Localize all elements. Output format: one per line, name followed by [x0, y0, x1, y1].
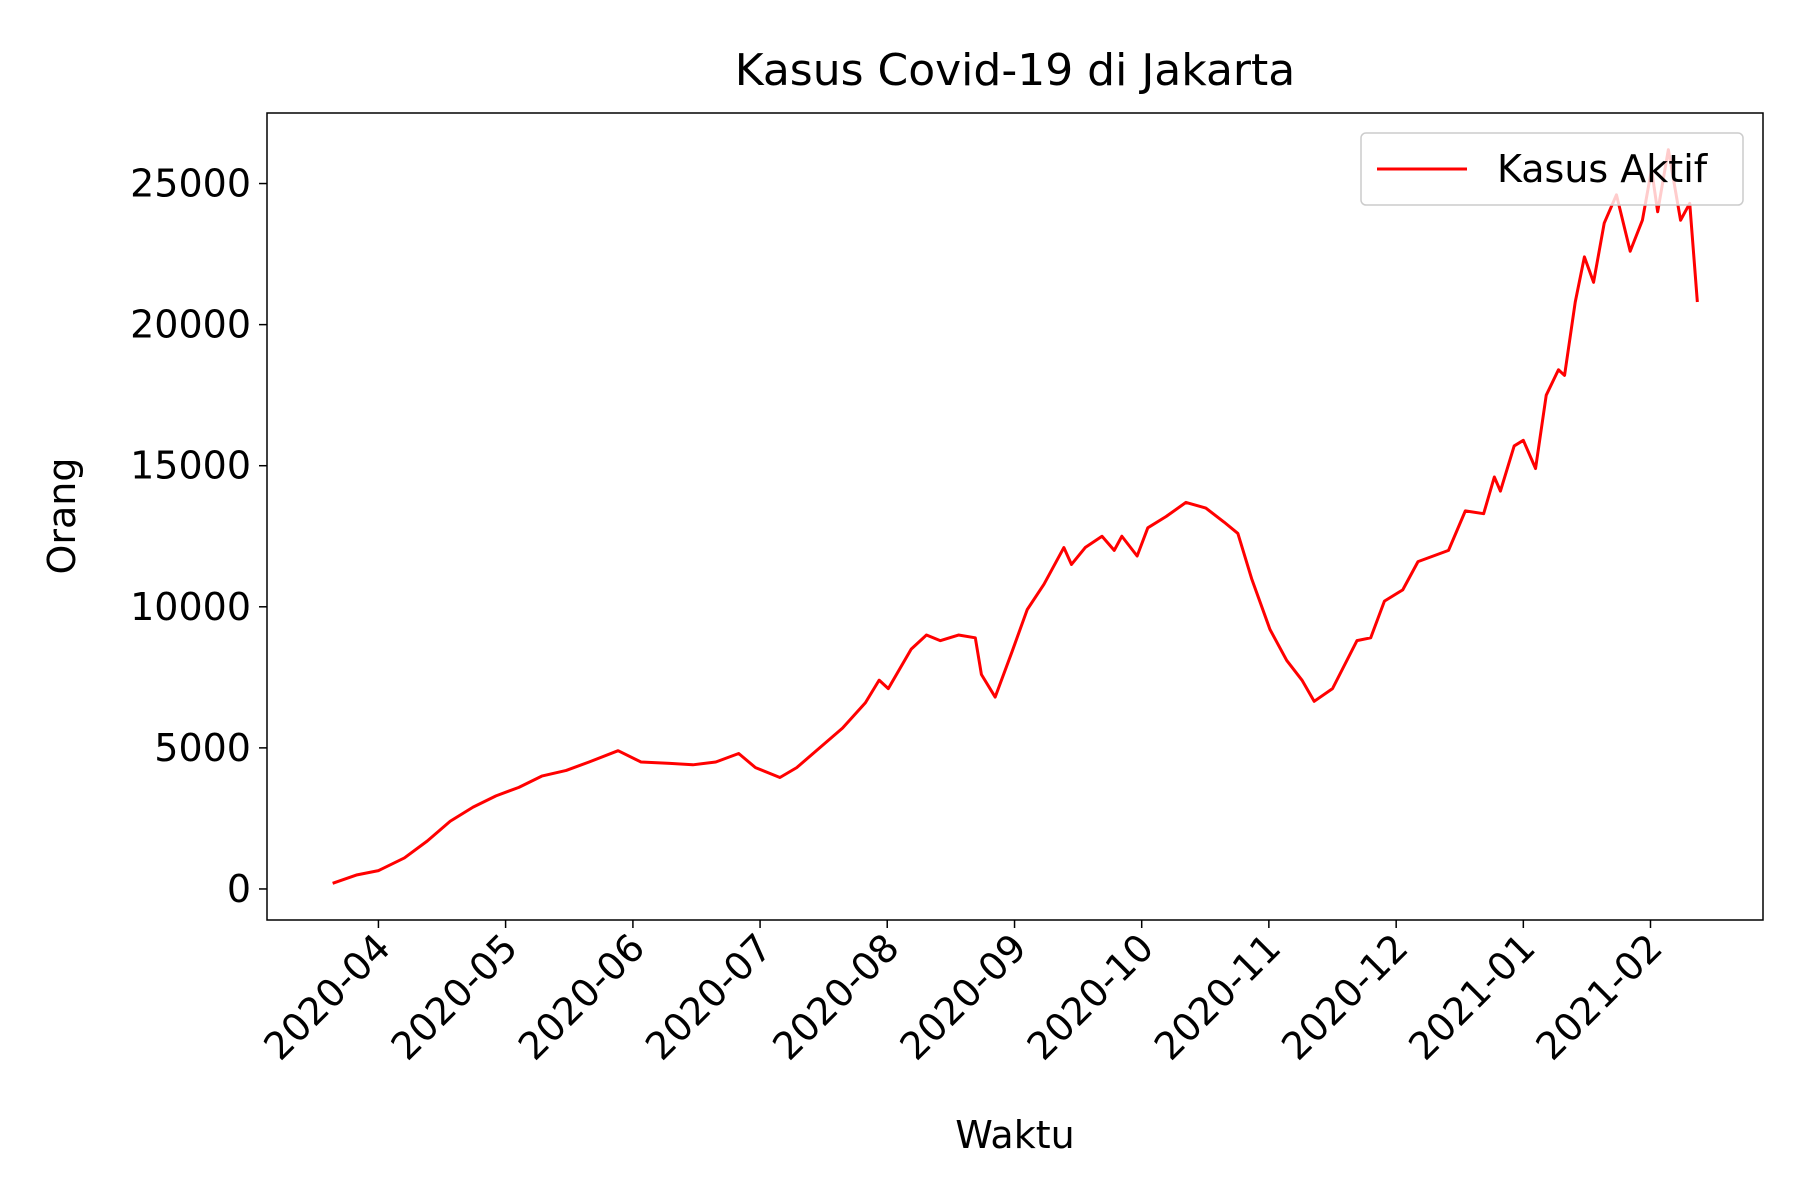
x-tick-label: 2020-06 [510, 925, 653, 1068]
x-tick-label: 2020-05 [383, 925, 526, 1068]
x-tick-label: 2020-12 [1273, 925, 1416, 1068]
x-tick-label: 2020-04 [255, 925, 398, 1068]
x-tick-label: 2021-02 [1527, 925, 1670, 1068]
chart-title: Kasus Covid-19 di Jakarta [735, 45, 1296, 96]
y-tick-label: 0 [227, 867, 251, 911]
y-tick-label: 20000 [130, 303, 251, 347]
y-tick-label: 10000 [130, 585, 251, 629]
x-tick-label: 2021-01 [1400, 925, 1543, 1068]
y-axis-label: Orang [40, 457, 84, 574]
x-tick-label: 2020-11 [1146, 925, 1289, 1068]
plot-frame [266, 112, 1764, 921]
x-tick-label: 2020-10 [1019, 925, 1162, 1068]
x-tick-label: 2020-07 [637, 925, 780, 1068]
legend-box [1360, 132, 1744, 206]
y-tick-label: 5000 [154, 726, 251, 770]
y-tick-label: 25000 [130, 162, 251, 206]
legend-label: Kasus Aktif [1497, 147, 1709, 191]
x-axis-label: Waktu [955, 1113, 1074, 1157]
x-tick-label: 2020-08 [764, 925, 907, 1068]
y-tick-label: 15000 [130, 444, 251, 488]
data-line [332, 148, 1699, 885]
x-tick-label: 2020-09 [892, 925, 1035, 1068]
